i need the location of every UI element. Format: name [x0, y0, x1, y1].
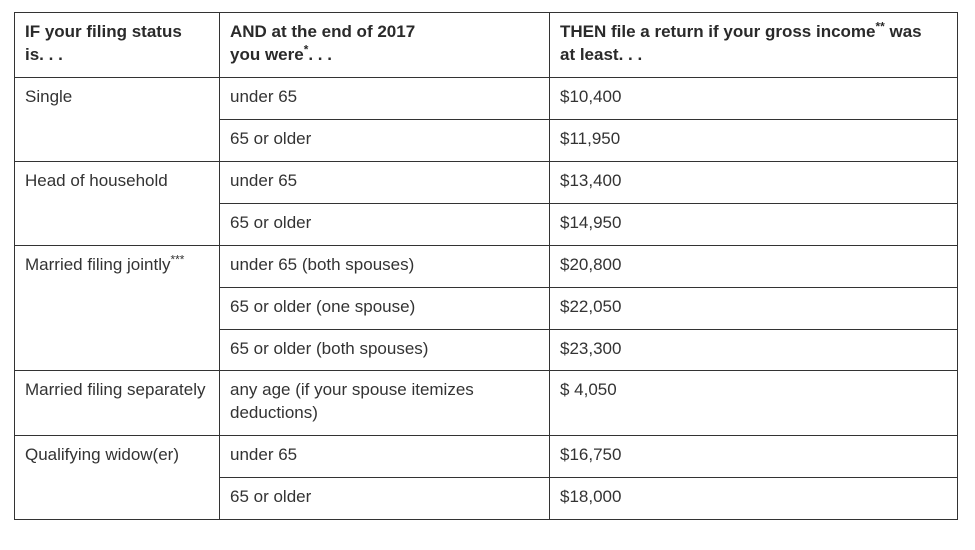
cell-age: under 65 — [220, 77, 550, 119]
cell-income: $18,000 — [550, 478, 958, 520]
footnote-marker: *** — [171, 252, 185, 266]
header-text: is. . . — [25, 45, 63, 64]
cell-age: 65 or older (one spouse) — [220, 287, 550, 329]
table-row: Head of household under 65$13,400 — [15, 161, 958, 203]
header-text: at least. . . — [560, 45, 642, 64]
header-text: you were — [230, 45, 304, 64]
cell-income: $23,300 — [550, 329, 958, 371]
cell-filing-status: Married filing separately — [15, 371, 220, 436]
table-row: Married filing separately any age (if you… — [15, 371, 958, 436]
cell-income: $ 4,050 — [550, 371, 958, 436]
filing-status-label: Head of household — [25, 171, 168, 190]
table-row: Qualifying widow(er) under 65$16,750 — [15, 436, 958, 478]
header-filing-status: IF your filing status is. . . — [15, 13, 220, 78]
cell-filing-status: Married filing jointly*** — [15, 245, 220, 371]
header-text: THEN file a return if your gross income — [560, 22, 876, 41]
cell-income: $20,800 — [550, 245, 958, 287]
cell-income: $14,950 — [550, 203, 958, 245]
header-text: . . . — [308, 45, 332, 64]
filing-status-label: Single — [25, 87, 72, 106]
cell-age: under 65 — [220, 161, 550, 203]
cell-income: $22,050 — [550, 287, 958, 329]
footnote-marker: ** — [876, 19, 885, 33]
cell-age: 65 or older — [220, 203, 550, 245]
cell-filing-status: Single — [15, 77, 220, 161]
cell-age: 65 or older (both spouses) — [220, 329, 550, 371]
cell-income: $10,400 — [550, 77, 958, 119]
cell-age: 65 or older — [220, 478, 550, 520]
filing-status-label: Married filing separately — [25, 380, 205, 399]
table-body: Singleunder 65$10,40065 or older$11,950H… — [15, 77, 958, 519]
cell-income: $13,400 — [550, 161, 958, 203]
filing-requirements-table: IF your filing status is. . . AND at the… — [14, 12, 958, 520]
cell-filing-status: Qualifying widow(er) — [15, 436, 220, 520]
cell-income: $16,750 — [550, 436, 958, 478]
header-text: AND at the end of 2017 — [230, 22, 415, 41]
header-text: IF your filing status — [25, 22, 182, 41]
header-age: AND at the end of 2017 you were*. . . — [220, 13, 550, 78]
table-row: Single under 65$10,400 — [15, 77, 958, 119]
header-income: THEN file a return if your gross income*… — [550, 13, 958, 78]
table-row: Married filing jointly*** under 65 (both … — [15, 245, 958, 287]
cell-age: any age (if your spouse itemizes deducti… — [220, 371, 550, 436]
cell-age: 65 or older — [220, 119, 550, 161]
header-text: was — [885, 22, 922, 41]
filing-status-label: Married filing jointly — [25, 255, 171, 274]
cell-income: $11,950 — [550, 119, 958, 161]
filing-status-label: Qualifying widow(er) — [25, 445, 179, 464]
cell-age: under 65 (both spouses) — [220, 245, 550, 287]
cell-age: under 65 — [220, 436, 550, 478]
table-header-row: IF your filing status is. . . AND at the… — [15, 13, 958, 78]
cell-filing-status: Head of household — [15, 161, 220, 245]
